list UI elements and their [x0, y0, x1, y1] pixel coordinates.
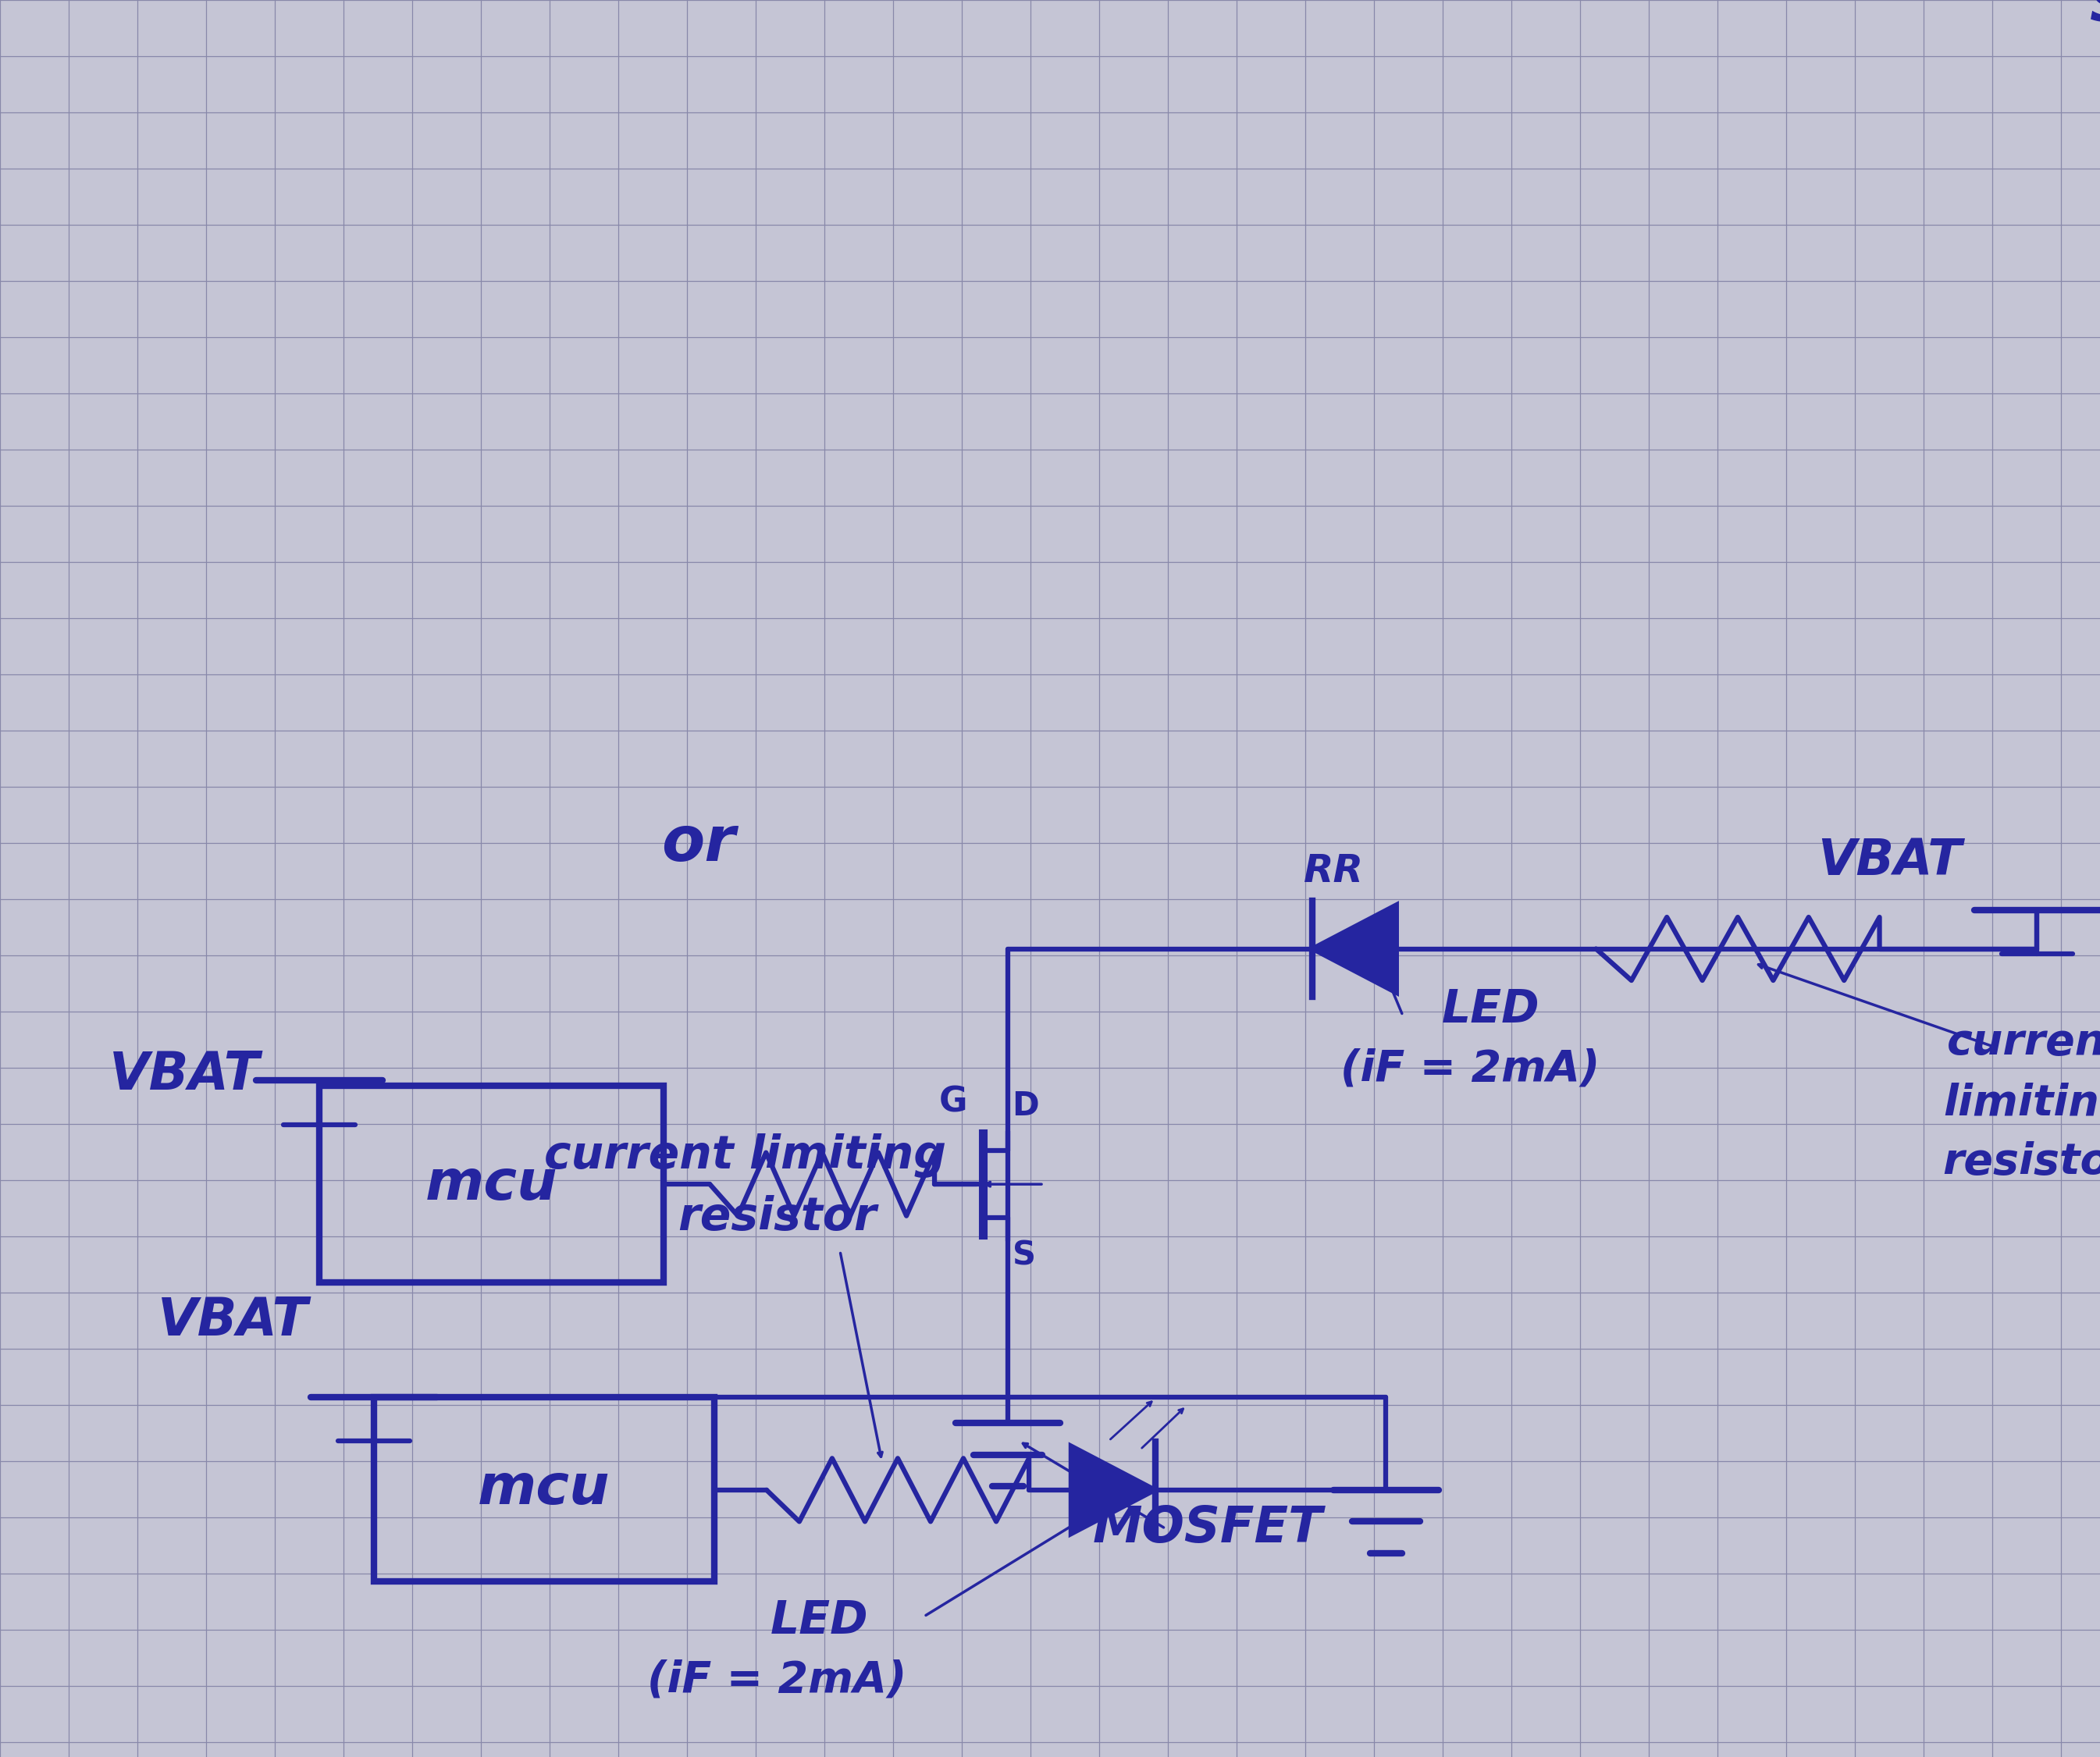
Text: or: or: [662, 813, 735, 875]
Text: VBAT: VBAT: [109, 1049, 260, 1100]
Text: RR: RR: [1304, 852, 1363, 889]
Text: S: S: [1012, 1239, 1035, 1272]
Text: VBAT: VBAT: [158, 1295, 309, 1346]
Text: S: S: [2090, 0, 2100, 32]
Text: resistor: resistor: [1942, 1140, 2100, 1182]
Text: LED: LED: [1443, 987, 1539, 1031]
Bar: [319, 1086, 664, 1283]
Text: current limiting: current limiting: [544, 1133, 947, 1177]
Text: MOSFET: MOSFET: [1092, 1504, 1323, 1553]
Polygon shape: [1312, 905, 1396, 993]
Bar: [374, 1397, 714, 1581]
Text: current: current: [1947, 1021, 2100, 1063]
Text: LED: LED: [771, 1599, 867, 1643]
Text: VBAT: VBAT: [1819, 836, 1961, 886]
Text: resistor: resistor: [678, 1195, 876, 1239]
Text: (iF = 2mA): (iF = 2mA): [647, 1659, 907, 1701]
Polygon shape: [1071, 1446, 1155, 1534]
Text: limiting: limiting: [1942, 1082, 2100, 1124]
Text: (iF = 2mA): (iF = 2mA): [1340, 1047, 1600, 1089]
Text: D: D: [1012, 1089, 1040, 1123]
Text: mcu: mcu: [477, 1462, 611, 1516]
Text: mcu: mcu: [424, 1158, 559, 1211]
Text: G: G: [939, 1086, 968, 1119]
